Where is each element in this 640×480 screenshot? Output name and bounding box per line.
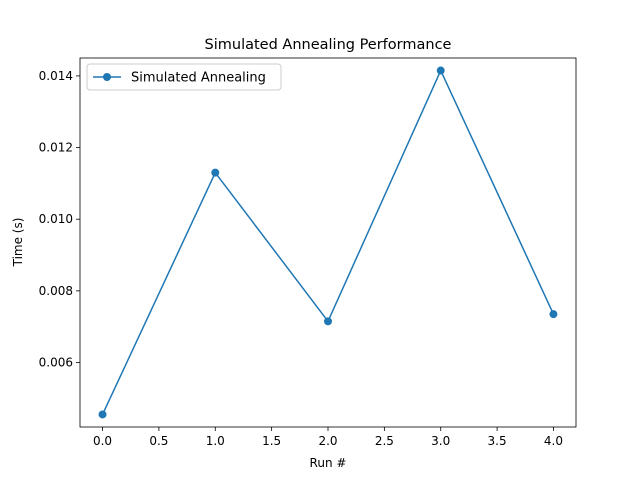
x-tick-label: 2.5 [375,434,394,448]
x-tick-label: 0.0 [93,434,112,448]
data-point [98,410,107,419]
y-tick-label: 0.006 [39,356,73,370]
x-tick-label: 0.5 [149,434,168,448]
y-tick-label: 0.012 [39,141,73,155]
x-tick-label: 1.5 [262,434,281,448]
chart-title: Simulated Annealing Performance [205,37,452,53]
y-tick-label: 0.008 [39,284,73,298]
plot-area: 0.0 0.5 1.0 1.5 2.0 2.5 3.0 3.5 4.0 0.006 0.008 0.0… [39,57,577,448]
x-axis-label: Run # [310,456,347,470]
y-axis-label: Time (s) [11,218,25,268]
data-point [324,317,332,326]
x-tick-label: 1.0 [206,434,225,448]
axes-frame [79,57,577,428]
data-point [549,310,558,319]
y-tick-label: 0.010 [39,212,73,226]
x-tick-label: 4.0 [544,434,563,448]
x-tick-label: 3.0 [431,434,450,448]
y-tick-label: 0.014 [39,69,73,83]
data-point [211,168,220,177]
legend: Simulated Annealing [86,63,282,91]
x-tick-label: 3.5 [488,434,507,448]
data-point [436,66,445,75]
legend-label: Simulated Annealing [131,71,266,86]
legend-frame [86,63,282,91]
legend-marker [103,73,111,81]
x-tick-label: 2.0 [318,434,337,448]
